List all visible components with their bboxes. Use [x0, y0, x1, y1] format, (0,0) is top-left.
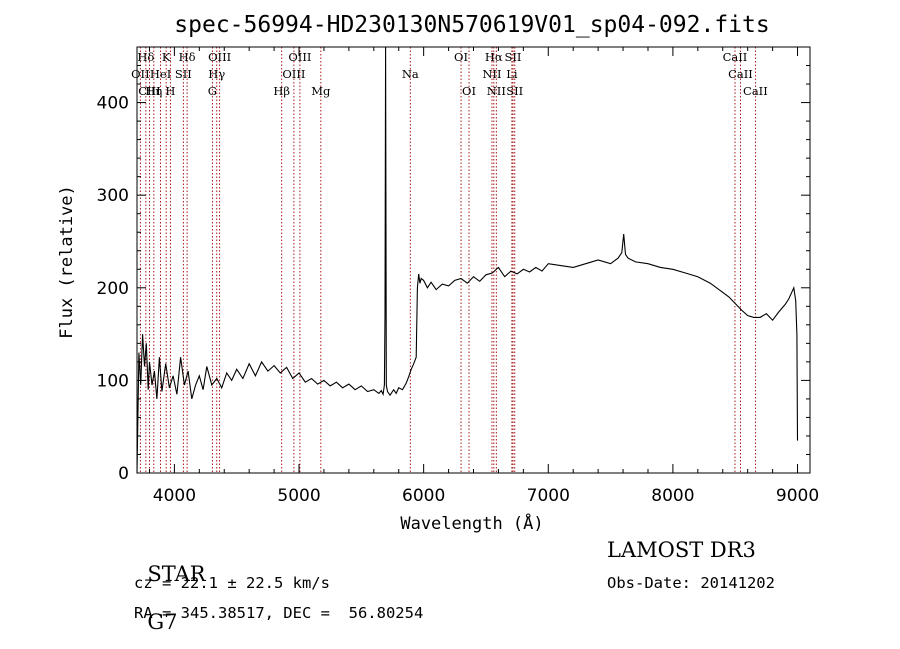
line-label: Hη [145, 84, 162, 98]
line-label: SII [175, 67, 192, 81]
line-label: Hγ [208, 67, 225, 81]
x-axis-ticks: 4000 5000 6000 7000 8000 9000 [148, 47, 819, 506]
line-label: OII [131, 67, 150, 81]
y-tick-label: 100 [97, 371, 129, 391]
chart-title: spec-56994-HD230130N570619V01_sp04-092.f… [174, 12, 769, 38]
line-label: K [162, 50, 171, 64]
y-tick-label: 300 [97, 186, 129, 206]
y-axis-ticks: 0 100 200 300 400 [97, 65, 810, 484]
line-label: OIII [288, 50, 311, 64]
line-label: Mg [311, 84, 331, 98]
x-axis-label: Wavelength (Å) [400, 512, 543, 534]
y-tick-label: 0 [118, 464, 129, 484]
line-label: CIII [138, 84, 160, 98]
line-label: Na [402, 67, 419, 81]
x-tick-label: 9000 [776, 486, 819, 506]
line-label: Li [506, 67, 518, 81]
line-label: CaII [728, 67, 753, 81]
line-label: OI [454, 50, 468, 64]
y-tick-label: 200 [97, 279, 129, 299]
line-label: OI [462, 84, 476, 98]
spectral-line-markers [139, 47, 756, 473]
survey-name: LAMOST DR3 [607, 538, 756, 562]
line-label: CaII [723, 50, 748, 64]
x-tick-label: 5000 [277, 486, 320, 506]
line-label: OIII [282, 67, 305, 81]
line-label: G [208, 84, 217, 98]
x-tick-label: 8000 [651, 486, 694, 506]
line-label: HeI [150, 67, 171, 81]
spectrum-line [136, 46, 799, 474]
x-tick-label: 6000 [402, 486, 445, 506]
x-tick-label: 7000 [527, 486, 570, 506]
line-label: OIII [208, 50, 231, 64]
coordinates-text: RA = 345.38517, DEC = 56.80254 [134, 604, 424, 622]
line-label: SII [505, 50, 522, 64]
line-label: H [165, 84, 175, 98]
line-label: Hδ [179, 50, 196, 64]
line-label: CaII [743, 84, 768, 98]
line-label: NII [487, 84, 506, 98]
y-axis-label: Flux (relative) [57, 185, 77, 339]
redshift-text: cz = 22.1 ± 22.5 km/s [134, 574, 330, 592]
object-type: STAR [147, 562, 206, 586]
x-tick-label: 4000 [153, 486, 196, 506]
plot-frame [136, 46, 811, 474]
line-label: SII [506, 84, 523, 98]
obs-date-text: Obs-Date: 20141202 [607, 574, 775, 592]
line-label: Hα [485, 50, 503, 64]
line-label: Hδ [137, 50, 154, 64]
object-subclass: G7 [147, 610, 178, 634]
line-label: Hβ [273, 84, 290, 98]
line-label: NII [482, 67, 501, 81]
y-tick-label: 400 [97, 94, 129, 114]
